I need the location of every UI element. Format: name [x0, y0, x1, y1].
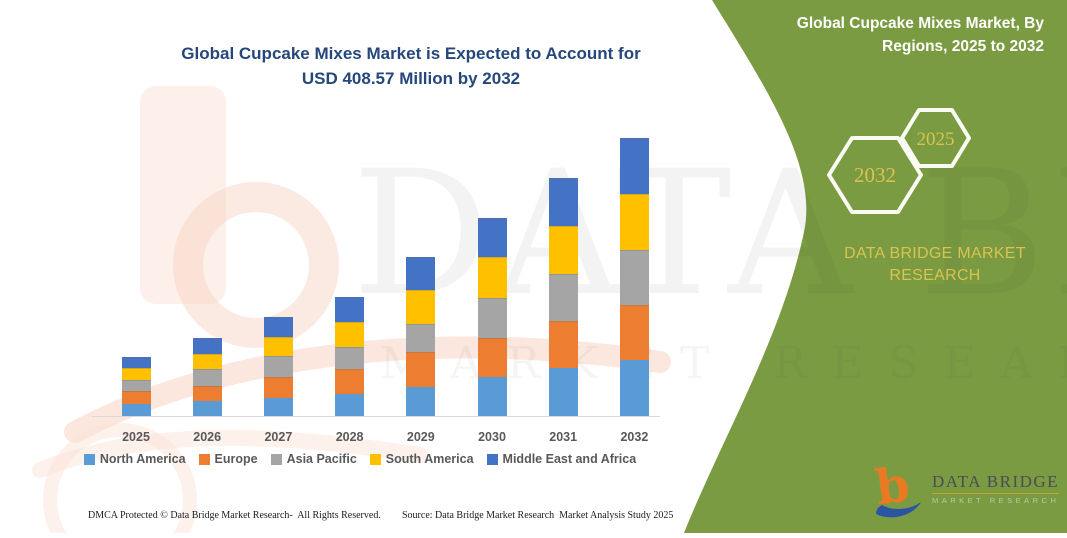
- x-axis-label-2031: 2031: [549, 430, 578, 444]
- bar-segment-asia-pacific-2032: [619, 249, 649, 305]
- plot-area: 2025 2026 2027 2028 2029 2030 2031 2032: [80, 130, 680, 444]
- hexagons-graphic: 2032 2025: [827, 108, 971, 214]
- bar-segment-asia-pacific-2028: [335, 347, 365, 370]
- legend-swatch-icon: [486, 453, 498, 465]
- bar-2026: [192, 338, 222, 416]
- x-axis-label-2026: 2026: [193, 430, 222, 444]
- bar-2032: [619, 138, 649, 416]
- bar-segment-south-america-2029: [406, 290, 436, 324]
- bar-segment-north-america-2027: [263, 397, 293, 416]
- bar-segment-north-america-2030: [477, 377, 507, 416]
- bar-segment-asia-pacific-2025: [121, 379, 151, 392]
- green-panel-path: [684, 0, 1067, 533]
- x-axis-label-2030: 2030: [478, 430, 506, 444]
- bar-segment-asia-pacific-2031: [548, 273, 578, 321]
- x-axis-label-2028: 2028: [335, 430, 364, 444]
- bar-segment-europe-2031: [548, 320, 578, 369]
- x-axis-label-2032: 2032: [620, 430, 649, 444]
- logo-b-glyph: b: [872, 460, 913, 517]
- bar-segment-south-america-2030: [477, 256, 507, 298]
- bar-segment-asia-pacific-2026: [192, 369, 222, 386]
- logo-rule: [932, 493, 1060, 495]
- bar-2030: [477, 218, 507, 416]
- hexagon-2025-icon: [900, 108, 971, 168]
- x-axis-label-2027: 2027: [264, 430, 293, 444]
- bar-2025: [121, 356, 151, 416]
- legend-item-north-america: North America: [83, 452, 186, 466]
- footer-source-text: Source: Data Bridge Market Research Mark…: [402, 510, 674, 521]
- legend-swatch-icon: [83, 453, 95, 465]
- bar-segment-middle-east-and-africa-2026: [192, 338, 222, 354]
- bar-segment-middle-east-and-africa-2031: [548, 178, 578, 227]
- hexagon-2025-label: 2025: [917, 129, 955, 150]
- bar-segment-north-america-2032: [619, 360, 649, 416]
- legend-swatch-icon: [270, 453, 282, 465]
- bar-2031: [548, 178, 578, 416]
- chart-title: Global Cupcake Mixes Market is Expected …: [181, 44, 641, 88]
- bar-segment-north-america-2026: [192, 400, 222, 416]
- bar-segment-asia-pacific-2029: [406, 323, 436, 353]
- bar-segment-europe-2027: [263, 376, 293, 398]
- legend-label: Asia Pacific: [286, 452, 357, 466]
- bar-segment-north-america-2025: [121, 403, 151, 416]
- bar-segment-europe-2029: [406, 352, 436, 387]
- bar-segment-south-america-2032: [619, 194, 649, 250]
- logo-subtitle: MARKET RESEARCH: [932, 496, 1060, 506]
- legend-label: Middle East and Africa: [502, 452, 637, 466]
- bar-segment-south-america-2026: [192, 353, 222, 370]
- x-axis-label-2025: 2025: [122, 430, 150, 444]
- bar-segment-north-america-2031: [548, 368, 578, 416]
- legend-swatch-icon: [198, 453, 210, 465]
- hexagon-2032-icon: [827, 136, 923, 214]
- bar-2028: [335, 296, 365, 416]
- bar-segment-europe-2025: [121, 391, 151, 404]
- bar-segment-europe-2032: [619, 304, 649, 361]
- x-axis-label-2029: 2029: [406, 430, 435, 444]
- legend-label: South America: [385, 452, 474, 466]
- bar-segment-middle-east-and-africa-2028: [335, 296, 365, 322]
- footer-dmca-text: DMCA Protected © Data Bridge Market Rese…: [88, 510, 381, 521]
- bar-segment-south-america-2031: [548, 226, 578, 274]
- bar-segment-middle-east-and-africa-2029: [406, 256, 436, 291]
- databridge-logo-icon: b: [872, 460, 921, 518]
- legend-label: Europe: [214, 452, 258, 466]
- legend-swatch-icon: [369, 453, 381, 465]
- bar-segment-middle-east-and-africa-2032: [619, 138, 649, 195]
- databridge-logo: b DATA BRIDGE MARKET RESEARCH: [872, 460, 1060, 518]
- legend-item-south-america: South America: [369, 452, 474, 466]
- x-axis-baseline: [92, 416, 660, 417]
- bar-segment-middle-east-and-africa-2025: [121, 356, 151, 369]
- legend-label: North America: [99, 452, 186, 466]
- bar-segment-south-america-2028: [335, 321, 365, 348]
- bar-segment-south-america-2025: [121, 368, 151, 380]
- bar-segment-north-america-2029: [406, 386, 436, 416]
- legend: North America Europe Asia Pacific South Ame…: [70, 452, 650, 466]
- legend-item-asia-pacific: Asia Pacific: [270, 452, 357, 466]
- bar-segment-north-america-2028: [335, 394, 365, 416]
- bar-segment-europe-2028: [335, 369, 365, 395]
- bar-2027: [263, 317, 293, 416]
- bar-segment-middle-east-and-africa-2027: [263, 317, 293, 338]
- bar-segment-europe-2026: [192, 385, 222, 401]
- bar-segment-europe-2030: [477, 337, 507, 378]
- legend-item-europe: Europe: [198, 452, 258, 466]
- logo-swoosh-icon: [876, 502, 921, 518]
- panel-title: Global Cupcake Mixes Market, By Regions,…: [796, 15, 1044, 56]
- legend-item-middle-east-and-africa: Middle East and Africa: [486, 452, 637, 466]
- bar-segment-asia-pacific-2027: [263, 355, 293, 377]
- panel-brand-text: DATA BRIDGE MARKET RESEARCH: [844, 245, 1026, 285]
- bar-segment-south-america-2027: [263, 337, 293, 356]
- hexagon-2032-label: 2032: [854, 163, 896, 187]
- bar-2029: [406, 256, 436, 416]
- logo-title: DATA BRIDGE: [932, 471, 1060, 491]
- bar-segment-middle-east-and-africa-2030: [477, 218, 507, 257]
- bar-segment-asia-pacific-2030: [477, 297, 507, 338]
